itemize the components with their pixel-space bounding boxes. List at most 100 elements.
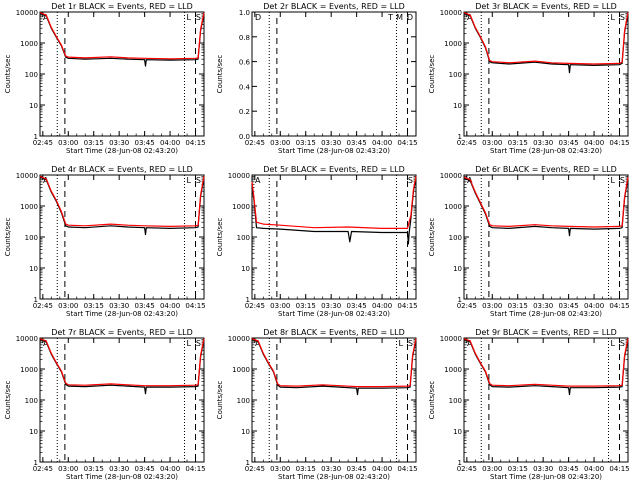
x-axis-label: Start Time (28-Jun-08 02:43:20) [66,147,178,155]
detector-plot-7: Det 7r BLACK = Events, RED = LLD 1 10 100 10… [4,328,206,480]
detector-plot-4: Det 4r BLACK = Events, RED = LLD 1 10 100 10… [4,165,206,318]
x-tick-label: 04:00 [372,302,392,310]
corner-label: M [396,13,403,22]
corner-label: A [255,339,261,348]
y-tick-label: 10 [29,102,38,110]
lld-series-line [39,338,205,387]
x-tick-label: 03:15 [296,302,316,310]
x-tick-label: 03:45 [559,465,579,473]
x-tick-label: 02:45 [457,465,477,473]
corner-label: L [399,339,404,348]
x-tick-label: 03:00 [482,139,502,147]
x-tick-label: 02:45 [245,302,265,310]
x-tick-label: 04:00 [160,465,180,473]
y-tick-label: 1000 [232,203,250,211]
x-tick-label: 03:30 [533,465,553,473]
lld-series-line [251,176,417,229]
y-tick-label: 10000 [440,9,462,17]
detector-plot-9: Det 9r BLACK = Events, RED = LLD 1 10 100 10… [428,328,630,480]
x-axis-label: Start Time (28-Jun-08 02:43:20) [490,310,602,318]
y-tick-label: 1000 [20,203,38,211]
x-tick-label: 02:45 [245,139,265,147]
x-tick-label: 03:30 [533,139,553,147]
x-tick-label: 02:45 [33,302,53,310]
x-axis-label: Start Time (28-Jun-08 02:43:20) [278,147,390,155]
plot-title: Det 1r BLACK = Events, RED = LLD [51,2,193,11]
corner-label: S [620,339,625,348]
events-series-line [251,177,417,245]
corner-label: A [43,339,49,348]
corner-label: L [187,176,192,185]
y-tick-label: 0.4 [239,83,251,91]
plot-frame [251,11,417,137]
x-tick-label: 03:30 [321,302,341,310]
y-tick-label: 1000 [444,366,462,374]
x-axis-label: Start Time (28-Jun-08 02:43:20) [66,473,178,480]
corner-label: S [620,176,625,185]
y-tick-label: 1 [246,459,250,467]
y-tick-label: 1 [34,459,38,467]
plot-title: Det 7r BLACK = Events, RED = LLD [51,328,193,337]
x-tick-label: 03:45 [559,302,579,310]
x-tick-label: 03:00 [270,302,290,310]
x-tick-label: 03:45 [135,139,155,147]
corner-label: S [408,176,413,185]
x-tick-label: 02:45 [33,465,53,473]
x-axis-label: Start Time (28-Jun-08 02:43:20) [278,310,390,318]
y-tick-label: 10 [29,265,38,273]
x-axis-label: Start Time (28-Jun-08 02:43:20) [490,473,602,480]
x-tick-label: 03:30 [109,302,129,310]
y-tick-label: 100 [25,71,38,79]
y-tick-label: 10000 [228,335,250,343]
x-tick-label: 02:45 [457,139,477,147]
y-axis-label: Counts/sec [216,55,224,94]
detector-plot-1: Det 1r BLACK = Events, RED = LLD 1 10 100 10… [4,2,206,155]
plot-title: Det 5r BLACK = Events, RED = LLD [263,165,405,174]
y-tick-label: 1 [246,296,250,304]
x-tick-label: 04:15 [609,139,629,147]
y-tick-label: 1000 [444,203,462,211]
x-tick-label: 02:45 [245,465,265,473]
y-tick-label: 1.0 [239,9,250,17]
x-tick-label: 04:15 [609,465,629,473]
y-tick-label: 100 [237,397,250,405]
corner-label: L [187,339,192,348]
y-tick-label: 1000 [20,366,38,374]
lld-series-line [39,175,205,227]
y-tick-label: 100 [449,397,462,405]
x-tick-label: 04:00 [160,139,180,147]
x-tick-label: 03:15 [84,139,104,147]
x-tick-label: 04:15 [397,302,417,310]
y-tick-label: 1 [458,296,462,304]
x-axis-label: Start Time (28-Jun-08 02:43:20) [278,473,390,480]
y-tick-label: 0.2 [239,108,250,116]
y-tick-label: 100 [237,234,250,242]
y-axis-label: Counts/sec [216,381,224,420]
y-axis-label: Counts/sec [4,218,12,257]
x-tick-label: 04:15 [185,465,205,473]
y-tick-label: 10 [241,265,250,273]
x-tick-label: 03:45 [559,139,579,147]
y-tick-label: 0.0 [239,133,250,141]
y-tick-label: 10000 [16,9,38,17]
y-tick-label: 10 [453,428,462,436]
x-tick-label: 04:15 [397,465,417,473]
corner-label: S [620,13,625,22]
y-tick-label: 0.8 [239,34,250,42]
x-tick-label: 04:15 [185,302,205,310]
x-axis-label: Start Time (28-Jun-08 02:43:20) [66,310,178,318]
corner-label: D [255,13,261,22]
y-tick-label: 100 [449,234,462,242]
plot-title: Det 8r BLACK = Events, RED = LLD [263,328,405,337]
corner-label: A [255,176,261,185]
x-tick-label: 03:15 [508,139,528,147]
y-tick-label: 100 [25,234,38,242]
x-tick-label: 03:00 [270,139,290,147]
corner-label: L [611,176,616,185]
y-tick-label: 1 [458,133,462,141]
x-tick-label: 03:15 [508,302,528,310]
lld-series-line [39,12,205,60]
x-tick-label: 03:15 [84,465,104,473]
lld-series-line [251,338,417,388]
